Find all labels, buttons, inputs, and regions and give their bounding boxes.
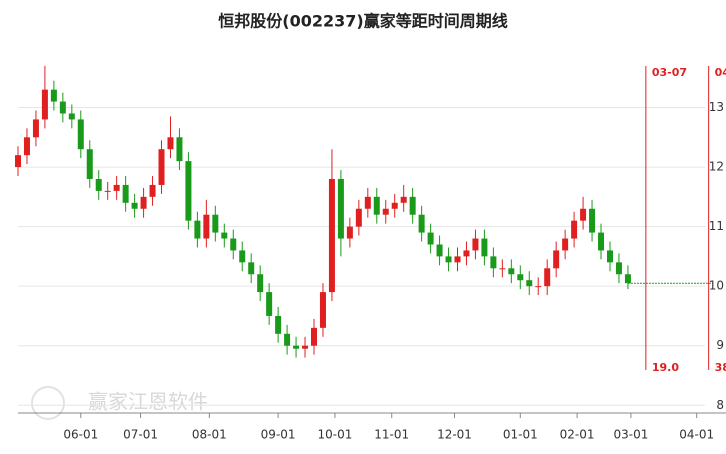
candle-body [113, 184, 120, 191]
x-tick-label: 09-01 [261, 428, 296, 442]
candle-body [248, 262, 255, 275]
candle-body [580, 208, 587, 221]
candle-body [310, 327, 317, 346]
candle-body [562, 238, 569, 251]
candle-body [418, 214, 425, 233]
candle-body [427, 232, 434, 245]
watermark: 赢家江恩软件 [88, 390, 208, 414]
cycle-label: 19.0 [652, 361, 679, 374]
candle-body [400, 196, 407, 203]
candle-body [149, 184, 156, 197]
chart-title: 恒邦股份(002237)赢家等距时间周期线 [218, 12, 507, 31]
y-tick-label: 8 [716, 398, 724, 412]
candle-body [598, 232, 605, 251]
x-tick-label: 08-01 [192, 428, 227, 442]
candle-body [508, 268, 515, 275]
candle-body [481, 238, 488, 257]
candle-body [293, 345, 300, 349]
candle-body [544, 268, 551, 287]
candle-body [230, 238, 237, 251]
candle-body [535, 286, 542, 288]
candle-body [221, 232, 228, 239]
candle-body [346, 226, 353, 239]
candle-body [319, 292, 326, 328]
candle-body [454, 256, 461, 263]
candle-body [275, 315, 282, 334]
candle-body [131, 202, 138, 209]
candle-body [328, 178, 335, 293]
cycle-date: 04- [715, 66, 726, 79]
candle-body [59, 101, 66, 114]
candle-body [472, 238, 479, 251]
candle-body [553, 250, 560, 269]
candle-body [463, 250, 470, 257]
candle-body [571, 220, 578, 239]
candle-body [409, 196, 416, 215]
x-tick-label: 01-01 [503, 428, 538, 442]
candle-body [194, 220, 201, 239]
candle-body [284, 333, 291, 346]
candle-body [266, 292, 273, 316]
candle-body [239, 250, 246, 263]
candle-body [158, 149, 165, 185]
candle-body [50, 89, 57, 102]
watermark-logo [31, 386, 65, 420]
candle-body [373, 196, 380, 215]
x-tick-label: 11-01 [374, 428, 409, 442]
y-tick-label: 9 [716, 338, 724, 352]
candle-body [68, 113, 75, 120]
candle-body [445, 256, 452, 263]
x-tick-label: 07-01 [123, 428, 158, 442]
candle-body [615, 262, 622, 275]
x-tick-label: 04-01 [679, 428, 714, 442]
candle-body [436, 244, 443, 257]
candle-body [624, 274, 631, 284]
cycle-label: 38. [715, 361, 726, 374]
candle-body [606, 250, 613, 263]
candle-body [41, 89, 48, 120]
candle-body [185, 161, 192, 221]
x-tick-label: 10-01 [317, 428, 352, 442]
candle-body [122, 184, 129, 203]
y-tick-label: 10 [709, 279, 724, 293]
candle-body [32, 119, 39, 138]
candle-body [355, 208, 362, 227]
candle-body [167, 137, 174, 150]
x-tick-label: 02-01 [560, 428, 595, 442]
candle-body [382, 208, 389, 215]
y-tick-label: 12 [709, 160, 724, 174]
x-tick-label: 06-01 [63, 428, 98, 442]
y-tick-label: 13 [709, 100, 724, 114]
candle-body [364, 196, 371, 209]
candle-body [95, 178, 102, 191]
candle-body [176, 137, 183, 162]
candle-body [391, 202, 398, 209]
y-tick-label: 11 [709, 219, 724, 233]
x-tick-label: 03-01 [613, 428, 648, 442]
candle-body [15, 155, 21, 168]
candle-body [23, 137, 30, 156]
candle-body [140, 196, 147, 209]
candle-body [302, 345, 309, 349]
candle-body [86, 149, 93, 179]
candle-body [203, 214, 210, 239]
candle-body [490, 256, 497, 269]
cycle-date: 03-07 [652, 66, 687, 79]
x-tick-label: 12-01 [437, 428, 472, 442]
candle-body [337, 178, 344, 239]
candle-body [517, 274, 524, 281]
candle-body [257, 274, 264, 293]
candle-body [104, 190, 111, 192]
candle-body [77, 119, 84, 150]
candle-body [212, 214, 219, 233]
candle-body [589, 208, 596, 233]
candle-body [526, 280, 533, 287]
candle-body [499, 268, 506, 270]
